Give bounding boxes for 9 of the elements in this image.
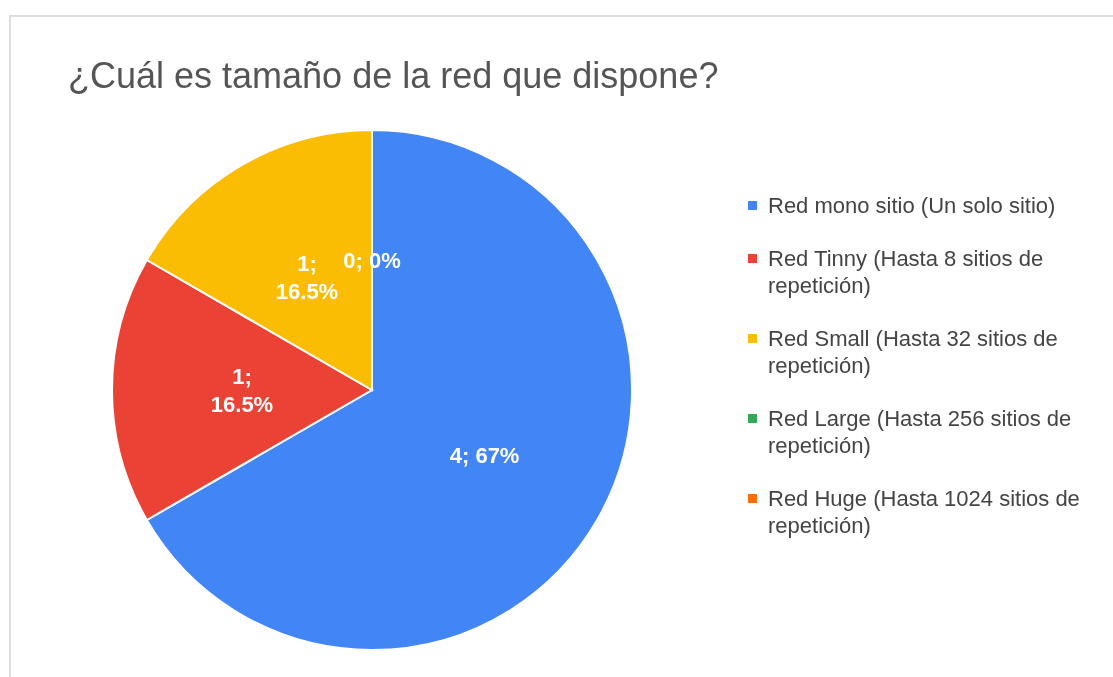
legend-label: Red mono sitio (Un solo sitio) <box>768 193 1056 218</box>
legend-label: Red Huge (Hasta 1024 sitios de repetición) <box>768 486 1080 538</box>
data-label: 4; 67% <box>449 443 520 468</box>
data-label: 1; 16.5% <box>210 364 274 417</box>
legend-label: Red Small (Hasta 32 sitios de repetición) <box>768 326 1058 378</box>
legend-label: Red Tinny (Hasta 8 sitios de repetición) <box>768 246 1044 298</box>
legend-label: Red Large (Hasta 256 sitios de repetición) <box>768 406 1072 458</box>
chart-title: ¿Cuál es tamaño de la red que dispone? <box>68 55 719 96</box>
data-label: 1; 16.5% <box>275 251 339 305</box>
